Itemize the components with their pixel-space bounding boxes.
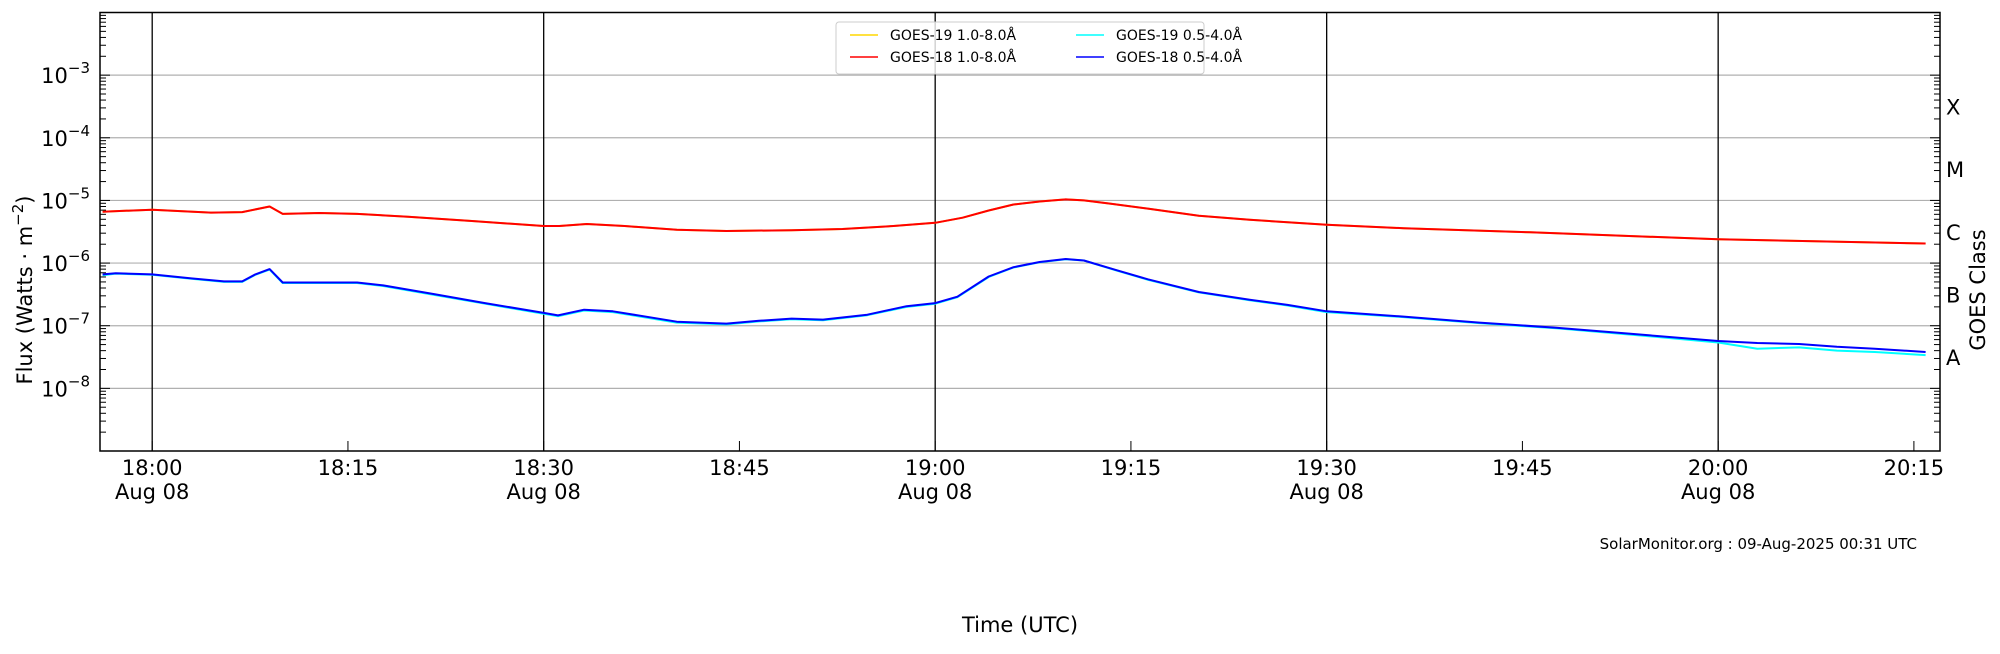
x-axis-label: Time (UTC)	[961, 613, 1078, 637]
y-tick-label: 10−8	[41, 372, 90, 401]
y-tick-base: 10	[41, 127, 68, 151]
x-tick-time: 20:00	[1688, 456, 1749, 480]
x-tick-time: 19:00	[905, 456, 966, 480]
x-tick-date: Aug 08	[115, 480, 189, 504]
x-tick-time: 19:45	[1492, 456, 1553, 480]
y-tick-exponent: −6	[68, 247, 90, 265]
goes-class-label: A	[1946, 346, 1961, 370]
legend: GOES-19 1.0-8.0Å GOES-19 0.5-4.0Å GOES-18 …	[835, 21, 1242, 75]
y-tick-exponent: −4	[68, 122, 90, 140]
legend-entry-label: GOES-18 1.0-8.0Å	[890, 49, 1016, 66]
y-tick-exponent: −3	[68, 59, 90, 77]
y-tick-label: 10−3	[41, 59, 90, 88]
goes-class-label: B	[1946, 283, 1960, 307]
x-tick-date: Aug 08	[898, 480, 972, 504]
series-line-goes-18-0-5-4-0-	[102, 258, 1926, 353]
x-tick-time: 19:15	[1101, 456, 1162, 480]
goes-class-label: M	[1946, 158, 1964, 182]
y-tick-base: 10	[41, 252, 68, 276]
y-tick-base: 10	[41, 315, 68, 339]
y-tick-labels: 10−310−410−510−610−710−8	[41, 59, 90, 401]
y2-axis-label: GOES Class	[1966, 229, 1990, 350]
x-tick-time: 19:30	[1296, 456, 1357, 480]
x-tick-time: 18:00	[122, 456, 183, 480]
goes-class-label: X	[1946, 95, 1960, 119]
x-tick-time: 20:15	[1884, 456, 1945, 480]
legend-entry-label: GOES-19 0.5-4.0Å	[1116, 27, 1242, 44]
y-axis-label: Flux (Watts · m−2)	[9, 195, 37, 384]
y-tick-exponent: −8	[68, 372, 90, 390]
legend-entry-label: GOES-19 1.0-8.0Å	[890, 27, 1016, 44]
x-tick-time: 18:45	[709, 456, 770, 480]
hour-lines	[151, 12, 1719, 451]
y-tick-base: 10	[41, 189, 68, 213]
series-line-goes-18-1-0-8-0-	[102, 198, 1926, 245]
watermark: SolarMonitor.org : 09-Aug-2025 00:31 UTC	[1600, 535, 1917, 553]
goes-class-labels: X M C B A	[1946, 95, 1964, 370]
x-tick-date: Aug 08	[506, 480, 580, 504]
axis-ticks	[100, 14, 1940, 452]
series-group	[102, 198, 1926, 357]
y-tick-label: 10−5	[41, 184, 90, 213]
y-tick-base: 10	[41, 377, 68, 401]
plot-frame	[99, 11, 1941, 452]
y-tick-base: 10	[41, 64, 68, 88]
y-tick-label: 10−4	[41, 122, 90, 151]
x-tick-date: Aug 08	[1681, 480, 1755, 504]
y-tick-label: 10−7	[41, 310, 90, 339]
y-tick-exponent: −5	[68, 184, 90, 202]
legend-entry-label: GOES-18 0.5-4.0Å	[1116, 49, 1242, 66]
goes-class-label: C	[1946, 221, 1961, 245]
x-tick-date: Aug 08	[1289, 480, 1363, 504]
legend-box	[835, 21, 1205, 75]
x-tick-time: 18:30	[513, 456, 574, 480]
gridlines	[100, 74, 1940, 389]
y-tick-exponent: −7	[68, 310, 90, 328]
y-tick-label: 10−6	[41, 247, 90, 276]
series-line-goes-19-0-5-4-0-	[102, 258, 1926, 357]
x-tick-time: 18:15	[318, 456, 379, 480]
